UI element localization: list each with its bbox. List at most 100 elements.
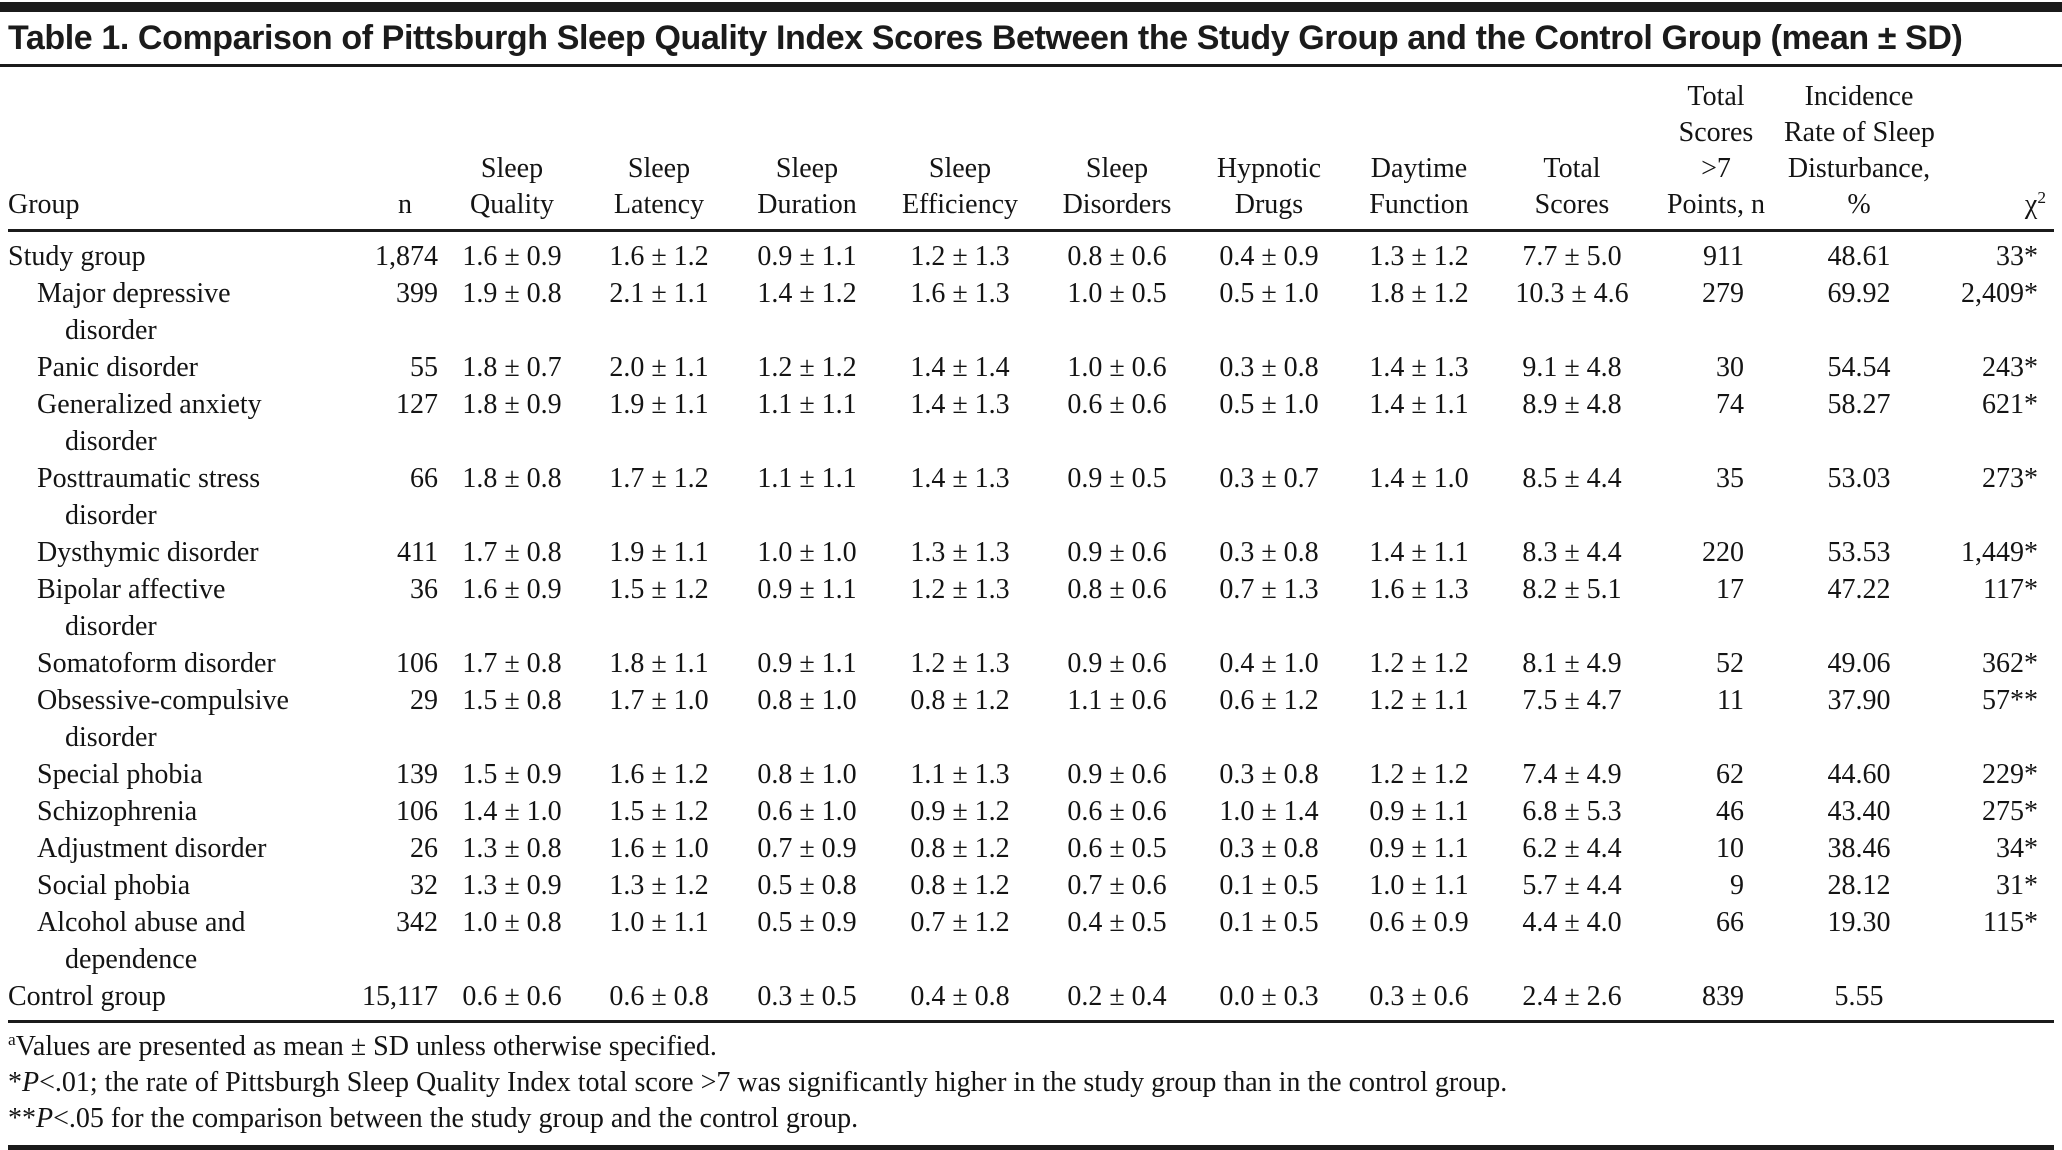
column-header-group: Group: [8, 67, 310, 232]
footnote-p05: **P<.05 for the comparison between the s…: [8, 1101, 2054, 1137]
n-cell: 342: [396, 907, 438, 938]
chi-square-cell: 362*: [1982, 648, 2038, 679]
column-header-hypnotic-drugs: Hypnotic Drugs: [1196, 67, 1342, 232]
sleep-quality-cell: 1.6 ± 0.9: [462, 241, 562, 272]
incidence-rate-cell: 37.90: [1827, 685, 1891, 716]
incidence-rate-cell: 19.30: [1827, 907, 1891, 938]
sleep-latency-cell: 1.6 ± 1.2: [609, 759, 709, 790]
sleep-efficiency-cell: 0.8 ± 1.2: [910, 833, 1010, 864]
group-name-cell: Obsessive-compulsive disorder: [37, 685, 289, 753]
table-row: Major depressive disorder 399 1.9 ± 0.8 …: [8, 275, 2054, 349]
sleep-efficiency-cell: 1.2 ± 1.3: [910, 648, 1010, 679]
sleep-latency-cell: 1.9 ± 1.1: [609, 389, 709, 420]
chi-square-cell: 115*: [1983, 907, 2038, 938]
total-scores-gt7-cell: 279: [1702, 278, 1744, 309]
total-scores-gt7-cell: 839: [1648, 978, 1784, 1023]
sleep-disorders-cell: 0.2 ± 0.4: [1038, 978, 1196, 1023]
footnote-values-note: aValues are presented as mean ± SD unles…: [8, 1029, 2054, 1065]
daytime-function-cell: 1.2 ± 1.1: [1369, 685, 1469, 716]
sleep-duration-cell: 0.6 ± 1.0: [757, 796, 857, 827]
hypnotic-drugs-cell: 0.4 ± 0.9: [1219, 241, 1319, 272]
group-name-cell: Somatoform disorder: [37, 648, 276, 679]
sleep-quality-cell: 1.7 ± 0.8: [462, 648, 562, 679]
column-header-sleep-duration: Sleep Duration: [732, 67, 882, 232]
table-row: Special phobia 139 1.5 ± 0.9 1.6 ± 1.2 0…: [8, 756, 2054, 793]
daytime-function-cell: 1.3 ± 1.2: [1369, 241, 1469, 272]
group-name-cell: Panic disorder: [37, 352, 198, 383]
daytime-function-cell: 0.6 ± 0.9: [1369, 907, 1469, 938]
table-top-rule: [0, 2, 2062, 12]
table-row: Somatoform disorder 106 1.7 ± 0.8 1.8 ± …: [8, 645, 2054, 682]
table-row: Social phobia 32 1.3 ± 0.9 1.3 ± 1.2 0.5…: [8, 867, 2054, 904]
total-scores-gt7-cell: 11: [1717, 685, 1744, 716]
hypnotic-drugs-cell: 0.7 ± 1.3: [1219, 574, 1319, 605]
sleep-latency-cell: 1.7 ± 1.2: [609, 463, 709, 494]
sleep-latency-cell: 1.3 ± 1.2: [609, 870, 709, 901]
sleep-latency-cell: 1.8 ± 1.1: [609, 648, 709, 679]
footnote-marker-double-asterisk: **: [8, 1103, 36, 1134]
column-header-chi-square: χ2: [1934, 67, 2054, 232]
total-scores-cell: 8.1 ± 4.9: [1522, 648, 1622, 679]
total-scores-gt7-cell: 220: [1702, 537, 1744, 568]
sleep-quality-cell: 1.7 ± 0.8: [462, 537, 562, 568]
incidence-rate-cell: 48.61: [1827, 241, 1891, 272]
sleep-efficiency-cell: 1.3 ± 1.3: [910, 537, 1010, 568]
chi-square-cell: 34*: [1996, 833, 2038, 864]
table-row: Study group 1,874 1.6 ± 0.9 1.6 ± 1.2 0.…: [8, 231, 2054, 276]
total-scores-cell: 7.4 ± 4.9: [1522, 759, 1622, 790]
sleep-quality-cell: 1.8 ± 0.8: [462, 463, 562, 494]
sleep-latency-cell: 2.0 ± 1.1: [609, 352, 709, 383]
total-scores-gt7-cell: 46: [1716, 796, 1744, 827]
sleep-quality-cell: 1.0 ± 0.8: [462, 907, 562, 938]
total-scores-gt7-cell: 66: [1716, 907, 1744, 938]
n-cell: 55: [410, 352, 438, 383]
hypnotic-drugs-cell: 0.3 ± 0.8: [1219, 352, 1319, 383]
sleep-efficiency-cell: 1.2 ± 1.3: [910, 241, 1010, 272]
hypnotic-drugs-cell: 0.5 ± 1.0: [1219, 278, 1319, 309]
sleep-disorders-cell: 0.8 ± 0.6: [1067, 574, 1167, 605]
chi-square-cell: 229*: [1982, 759, 2038, 790]
chi-square-cell: [1934, 978, 2054, 1023]
hypnotic-drugs-cell: 0.3 ± 0.8: [1219, 833, 1319, 864]
table-row: Panic disorder 55 1.8 ± 0.7 2.0 ± 1.1 1.…: [8, 349, 2054, 386]
n-cell: 29: [410, 685, 438, 716]
chi-square-cell: 275*: [1982, 796, 2038, 827]
incidence-rate-cell: 53.03: [1827, 463, 1891, 494]
daytime-function-cell: 1.8 ± 1.2: [1369, 278, 1469, 309]
total-scores-gt7-cell: 30: [1716, 352, 1744, 383]
incidence-rate-cell: 38.46: [1827, 833, 1891, 864]
total-scores-cell: 8.2 ± 5.1: [1522, 574, 1622, 605]
sleep-latency-cell: 1.0 ± 1.1: [609, 907, 709, 938]
sleep-quality-cell: 1.9 ± 0.8: [462, 278, 562, 309]
daytime-function-cell: 1.2 ± 1.2: [1369, 759, 1469, 790]
psqi-comparison-table: Group n Sleep Quality Sleep Latency Slee…: [8, 67, 2054, 1023]
hypnotic-drugs-cell: 0.4 ± 1.0: [1219, 648, 1319, 679]
sleep-efficiency-cell: 1.6 ± 1.3: [910, 278, 1010, 309]
sleep-quality-cell: 0.6 ± 0.6: [438, 978, 586, 1023]
n-cell: 399: [396, 278, 438, 309]
table-row: Alcohol abuse and dependence 342 1.0 ± 0…: [8, 904, 2054, 978]
sleep-duration-cell: 1.2 ± 1.2: [757, 352, 857, 383]
footnote-p01: *P<.01; the rate of Pittsburgh Sleep Qua…: [8, 1065, 2054, 1101]
n-cell: 32: [410, 870, 438, 901]
sleep-disorders-cell: 0.9 ± 0.6: [1067, 648, 1167, 679]
total-scores-cell: 6.8 ± 5.3: [1522, 796, 1622, 827]
total-scores-gt7-cell: 911: [1703, 241, 1744, 272]
table-row: Schizophrenia 106 1.4 ± 1.0 1.5 ± 1.2 0.…: [8, 793, 2054, 830]
sleep-duration-cell: 1.0 ± 1.0: [757, 537, 857, 568]
sleep-disorders-cell: 1.1 ± 0.6: [1067, 685, 1167, 716]
total-scores-cell: 8.9 ± 4.8: [1522, 389, 1622, 420]
hypnotic-drugs-cell: 0.0 ± 0.3: [1196, 978, 1342, 1023]
sleep-quality-cell: 1.5 ± 0.8: [462, 685, 562, 716]
footnotes: aValues are presented as mean ± SD unles…: [8, 1023, 2054, 1150]
total-scores-cell: 9.1 ± 4.8: [1522, 352, 1622, 383]
sleep-disorders-cell: 0.9 ± 0.6: [1067, 537, 1167, 568]
sleep-duration-cell: 1.1 ± 1.1: [757, 389, 857, 420]
group-name-cell: Alcohol abuse and dependence: [37, 907, 246, 975]
sleep-efficiency-cell: 1.4 ± 1.4: [910, 352, 1010, 383]
sleep-duration-cell: 0.7 ± 0.9: [757, 833, 857, 864]
n-cell: 411: [397, 537, 438, 568]
sleep-latency-cell: 1.6 ± 1.2: [609, 241, 709, 272]
table-row: Posttraumatic stress disorder 66 1.8 ± 0…: [8, 460, 2054, 534]
hypnotic-drugs-cell: 0.1 ± 0.5: [1219, 870, 1319, 901]
